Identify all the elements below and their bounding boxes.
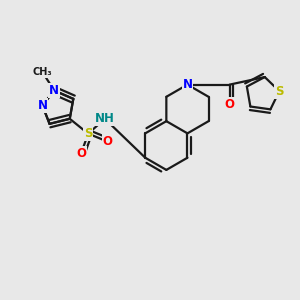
- Text: S: S: [84, 127, 92, 140]
- Text: N: N: [49, 84, 59, 97]
- Text: O: O: [103, 135, 113, 148]
- Text: S: S: [275, 85, 284, 98]
- Text: N: N: [182, 78, 193, 91]
- Text: O: O: [225, 98, 235, 111]
- Text: N: N: [38, 99, 47, 112]
- Text: CH₃: CH₃: [33, 67, 52, 77]
- Text: O: O: [76, 147, 86, 160]
- Text: NH: NH: [95, 112, 115, 125]
